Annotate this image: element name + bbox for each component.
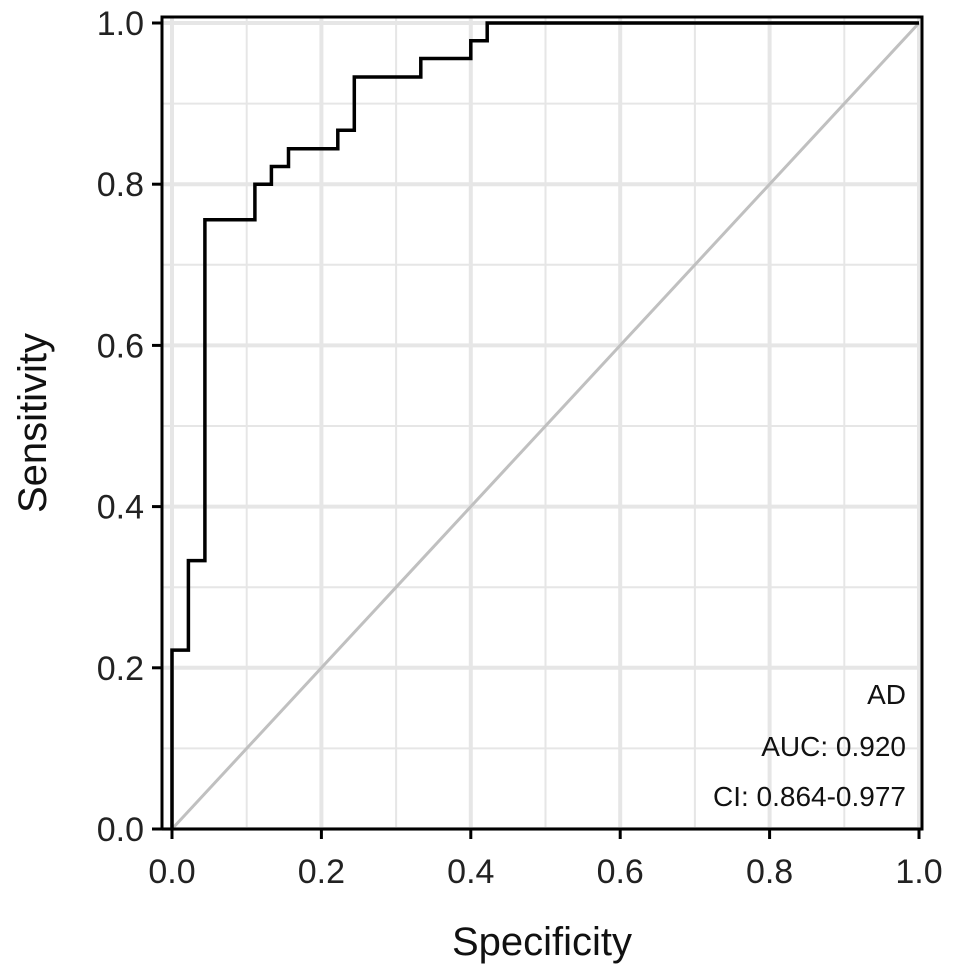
x-tick-label: 0.8 xyxy=(746,853,793,891)
x-tick-label: 1.0 xyxy=(895,853,942,891)
y-tick-label: 1.0 xyxy=(97,5,144,43)
y-tick-label: 0.6 xyxy=(97,327,144,365)
y-tick-label: 0.2 xyxy=(97,650,144,688)
x-axis: 0.0 0.2 0.4 0.6 0.8 1.0 xyxy=(148,829,943,891)
y-tick-label: 0.0 xyxy=(97,811,144,849)
roc-curve xyxy=(170,21,919,829)
plot-frame xyxy=(160,15,924,831)
plot-background xyxy=(162,17,922,829)
x-tick-label: 0.4 xyxy=(447,853,494,891)
annotation-group-label: AD xyxy=(867,679,906,710)
y-axis: 0.0 0.2 0.4 0.6 0.8 1.0 xyxy=(97,5,162,849)
x-tick-label: 0.2 xyxy=(298,853,345,891)
grid-lines xyxy=(162,17,922,831)
annotation-auc: AUC: 0.920 xyxy=(761,731,906,762)
reference-line-layer xyxy=(170,21,921,831)
x-tick-label: 0.0 xyxy=(148,853,195,891)
y-axis-title: Sensitivity xyxy=(11,333,55,513)
reference-diagonal-line xyxy=(170,21,921,831)
x-axis-title: Specificity xyxy=(452,920,632,964)
annotation-ci: CI: 0.864-0.977 xyxy=(713,781,906,812)
x-tick-label: 0.6 xyxy=(597,853,644,891)
y-tick-label: 0.4 xyxy=(97,489,144,527)
roc-curve-layer xyxy=(170,21,919,829)
y-tick-label: 0.8 xyxy=(97,166,144,204)
